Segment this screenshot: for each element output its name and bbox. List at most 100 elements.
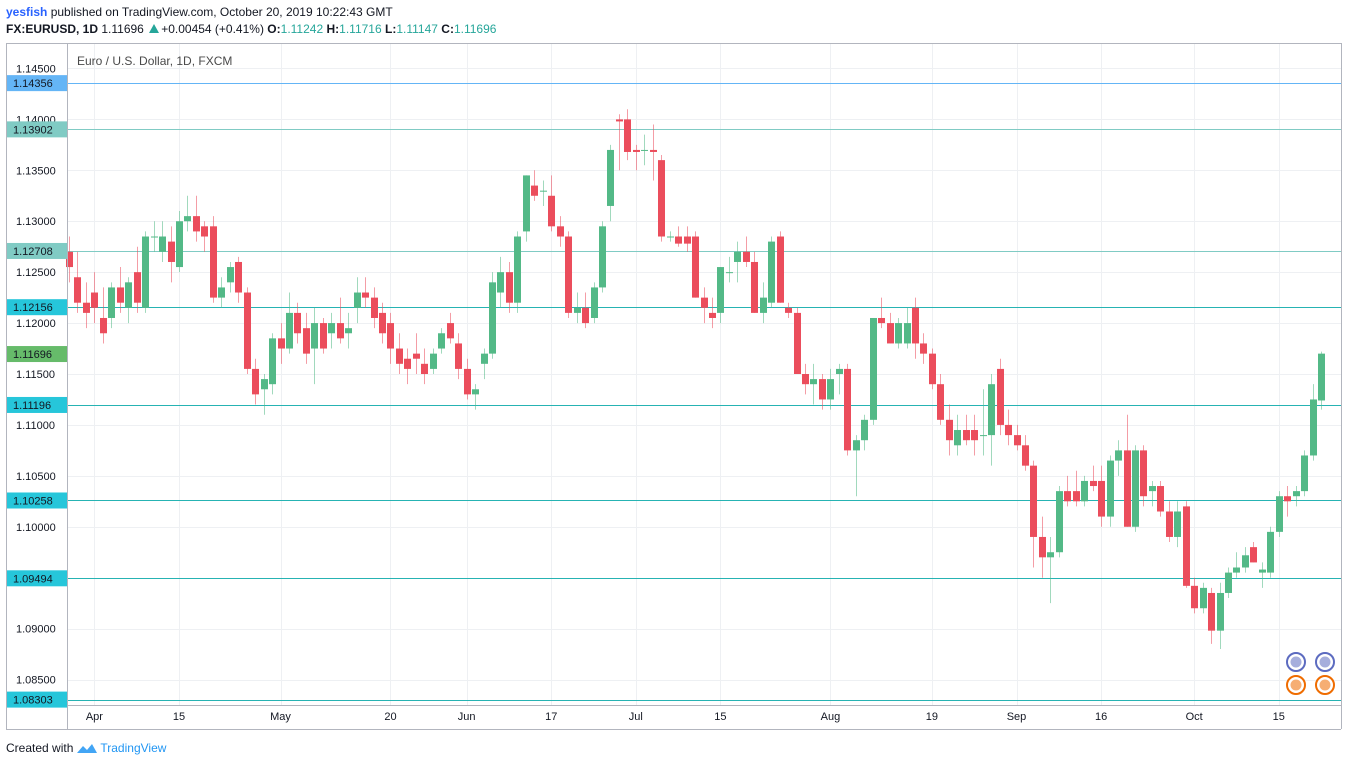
economic-event-icon[interactable]	[1286, 675, 1306, 695]
candle-body	[1132, 450, 1139, 527]
candle-body	[701, 297, 708, 308]
event-flag	[1319, 679, 1331, 691]
candle-body	[91, 292, 98, 308]
candle-body	[261, 379, 268, 390]
candle-body	[633, 149, 640, 152]
candle-body	[887, 323, 894, 344]
candle	[633, 144, 640, 171]
candle	[540, 180, 547, 206]
candle	[743, 236, 750, 268]
price-tick-label: 1.12500	[16, 267, 56, 279]
candle-body	[1242, 555, 1249, 568]
price-badge[interactable]: 1.14356	[7, 75, 67, 92]
candle-body	[844, 368, 851, 451]
price-badge[interactable]: 1.12708	[7, 242, 67, 259]
candle	[523, 175, 530, 242]
candle	[1056, 486, 1063, 558]
candle	[1166, 501, 1173, 543]
candle-body	[1276, 496, 1283, 532]
candle-body	[320, 323, 327, 349]
candle-body	[235, 261, 242, 293]
candle	[624, 109, 631, 161]
publish-line: yesfish published on TradingView.com, Oc…	[6, 4, 496, 21]
candle	[768, 236, 775, 308]
candle	[117, 267, 124, 313]
candle	[1174, 501, 1181, 548]
last-price: 1.11696	[101, 22, 144, 36]
candle	[1157, 480, 1164, 517]
candle-body	[1140, 450, 1147, 497]
candle-body	[337, 323, 344, 339]
candle-body	[802, 374, 809, 385]
candle	[929, 348, 936, 390]
time-axis[interactable]: Apr 15 May 20 Jun 17 Jul 15 Aug 19 Sep 16 Oct 15	[86, 711, 1285, 723]
candle-body	[83, 302, 90, 313]
candle	[920, 333, 927, 364]
candle-body	[1301, 455, 1308, 492]
candle-body	[675, 236, 682, 244]
candle-body	[1200, 587, 1207, 609]
economic-event-icon[interactable]	[1315, 675, 1335, 695]
candle-body	[785, 307, 792, 313]
candle-body	[117, 287, 124, 303]
price-badge[interactable]: 1.11196	[7, 396, 67, 413]
candle-body	[1047, 552, 1054, 558]
candle	[1047, 536, 1054, 604]
candle-body	[1098, 480, 1105, 517]
candle-body	[709, 312, 716, 318]
price-badge[interactable]: 1.08303	[7, 691, 67, 708]
candle-body	[252, 368, 259, 395]
candle-body	[413, 353, 420, 359]
candle	[1208, 587, 1215, 644]
candle	[1217, 582, 1224, 649]
price-tick-label: 1.13500	[16, 165, 56, 177]
candle-body	[904, 323, 911, 344]
candle-body	[176, 221, 183, 268]
candle	[379, 302, 386, 344]
candle-body	[920, 343, 927, 354]
candle-body	[1183, 506, 1190, 586]
price-axis[interactable]: 1.145001.140001.135001.130001.125001.120…	[7, 63, 67, 708]
candle	[66, 236, 73, 283]
candle	[1022, 435, 1029, 471]
price-badge[interactable]: 1.11696	[7, 346, 67, 363]
event-flag	[1290, 656, 1302, 668]
candle-body	[345, 328, 352, 334]
price-badge[interactable]: 1.12156	[7, 299, 67, 316]
candle	[810, 363, 817, 405]
price-badge-bg	[7, 75, 67, 92]
candle-body	[1039, 536, 1046, 558]
candle-body	[912, 307, 919, 344]
candle	[937, 374, 944, 425]
candle-body	[1259, 569, 1266, 573]
candle	[1318, 351, 1325, 410]
tradingview-brand[interactable]: TradingView	[100, 741, 167, 755]
price-tick-label: 1.09000	[16, 624, 56, 636]
candle	[963, 414, 970, 446]
candle	[726, 256, 733, 283]
price-badge[interactable]: 1.09494	[7, 570, 67, 587]
candle-body	[734, 251, 741, 262]
candle	[345, 312, 352, 349]
economic-event-icon[interactable]	[1315, 652, 1335, 672]
candle-body	[591, 287, 598, 318]
candle	[142, 231, 149, 313]
price-badge-label: 1.12708	[13, 246, 53, 258]
price-badge[interactable]: 1.10258	[7, 492, 67, 509]
candle-body	[1030, 465, 1037, 537]
economic-event-icon[interactable]	[1286, 652, 1306, 672]
price-tick-label: 1.10000	[16, 522, 56, 534]
candle	[709, 297, 716, 329]
candle	[684, 226, 691, 252]
event-icons[interactable]	[1286, 652, 1335, 695]
candle-body	[827, 379, 834, 400]
candle-body	[751, 261, 758, 313]
price-badge[interactable]: 1.13902	[7, 121, 67, 138]
candle	[827, 368, 834, 410]
candle-body	[108, 287, 115, 318]
candle-body	[870, 317, 877, 420]
author-name[interactable]: yesfish	[6, 5, 48, 19]
candle	[616, 114, 623, 171]
candle	[1140, 445, 1147, 507]
